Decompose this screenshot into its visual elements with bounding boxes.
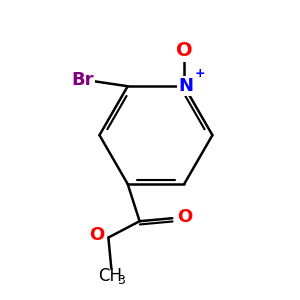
Text: O: O xyxy=(177,208,192,226)
Text: N: N xyxy=(178,77,193,95)
Text: Br: Br xyxy=(72,71,94,89)
Text: 3: 3 xyxy=(117,274,125,286)
Text: +: + xyxy=(194,67,205,80)
Text: O: O xyxy=(89,226,105,244)
Text: O: O xyxy=(176,41,193,60)
Text: CH: CH xyxy=(98,267,122,285)
